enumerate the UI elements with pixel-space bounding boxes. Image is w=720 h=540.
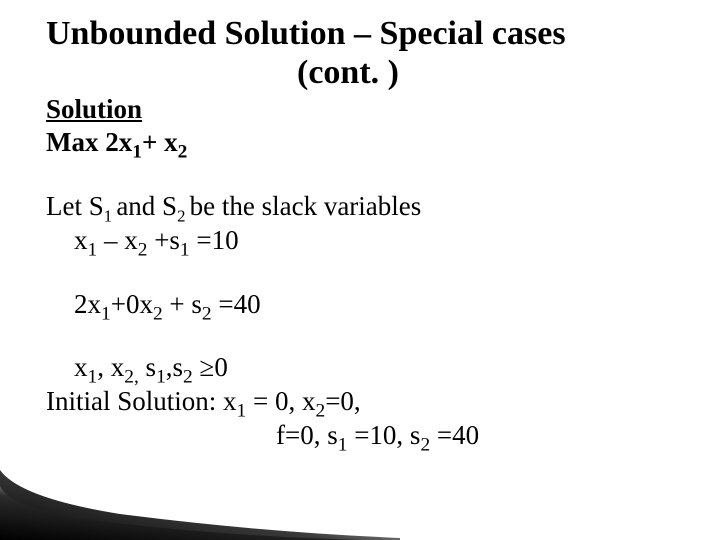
eq1-c: +s [147, 225, 179, 255]
eq1-s3: 1 [180, 239, 190, 260]
is2-b: =10, s [347, 420, 420, 450]
eq2-s1: 1 [101, 303, 111, 324]
eq1-s2: 2 [138, 239, 148, 260]
si-p3: be the slack variables [190, 191, 422, 221]
is2-s2: 2 [420, 434, 430, 455]
initial-solution-line2: f=0, s1 =10, s2 =40 [46, 419, 690, 453]
slack-intro: Let S1 and S2 be the slack variables [46, 190, 690, 224]
eq2-d: =40 [212, 289, 261, 319]
objective-function: Max 2x1+ x2 [46, 127, 690, 158]
nonnegativity: x1, x2, s1,s2 ≥0 [46, 351, 690, 385]
eq1-s1: 1 [88, 239, 98, 260]
initial-solution-line1: Initial Solution: x1 = 0, x2=0, [46, 385, 690, 419]
is1-c: =0, [325, 386, 360, 416]
is1-a: Initial Solution: x [46, 386, 237, 416]
si-p2: and S [116, 191, 177, 221]
equation-1: x1 – x2 +s1 =10 [46, 224, 690, 258]
obj-mid: + x [142, 127, 178, 157]
eq2-b: +0x [111, 289, 153, 319]
eq1-b: – x [97, 225, 138, 255]
is2-s1: 1 [338, 434, 348, 455]
section-label: Solution [46, 94, 690, 125]
obj-sub2: 2 [178, 142, 188, 163]
si-p1: Let S [46, 191, 104, 221]
obj-sub1: 1 [132, 142, 142, 163]
is2-a: f=0, s [276, 420, 338, 450]
is1-b: = 0, x [246, 386, 315, 416]
is1-s1: 1 [237, 401, 247, 422]
nn-c: s [139, 352, 156, 382]
slide: Unbounded Solution – Special cases (cont… [0, 0, 720, 453]
obj-prefix: Max 2x [46, 127, 132, 157]
spacer-1 [46, 258, 690, 288]
nn-a: x [74, 352, 88, 382]
nn-d: ,s [166, 352, 183, 382]
eq2-s3: 2 [202, 303, 212, 324]
title-line-2: (cont. ) [46, 53, 690, 92]
corner-decoration [0, 450, 400, 540]
eq2-a: 2x [74, 289, 101, 319]
nn-b: , x [97, 352, 124, 382]
equation-2: 2x1+0x2 + s2 =40 [46, 288, 690, 322]
eq2-c: + s [163, 289, 202, 319]
title-line-1: Unbounded Solution – Special cases [46, 14, 690, 53]
is2-c: =40 [430, 420, 479, 450]
eq1-d: =10 [190, 225, 239, 255]
spacer-2 [46, 321, 690, 351]
nn-e: ≥0 [193, 352, 228, 382]
body-block: Let S1 and S2 be the slack variables x1 … [46, 190, 690, 453]
si-s1: 1 [104, 207, 117, 226]
slide-title: Unbounded Solution – Special cases (cont… [46, 14, 690, 92]
eq2-s2: 2 [153, 303, 163, 324]
eq1-a: x [74, 225, 88, 255]
si-s2: 2 [177, 207, 190, 226]
